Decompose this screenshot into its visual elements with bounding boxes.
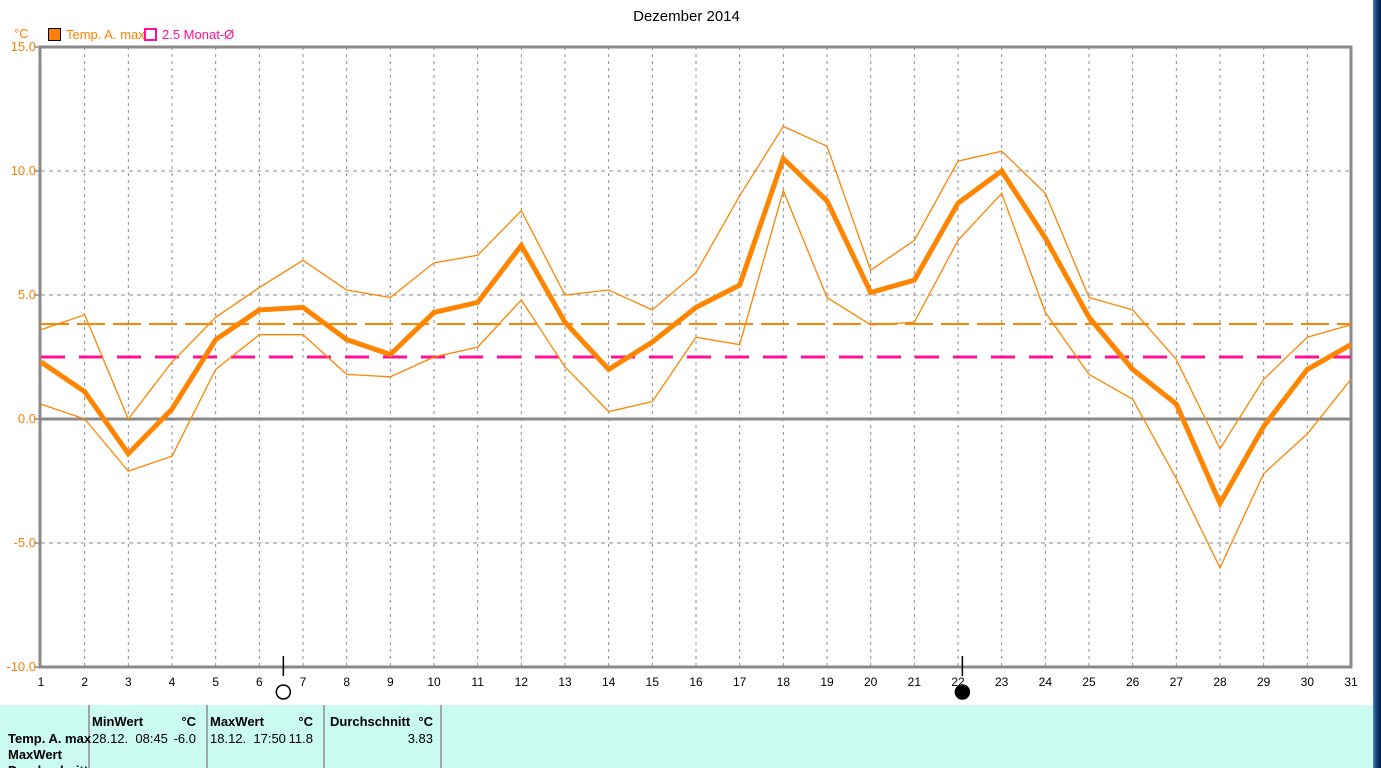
table-separator	[88, 705, 90, 768]
table-separator	[323, 705, 325, 768]
legend-item-temp-a-max: Temp. A. max	[48, 27, 145, 42]
open-square-icon	[144, 28, 157, 41]
col-header-maxwert-unit: °C	[298, 714, 313, 729]
max-value: 11.8	[288, 731, 313, 746]
x-tick-label: 1	[38, 675, 45, 689]
x-tick-label: 16	[689, 675, 703, 689]
x-tick-label: 23	[995, 675, 1009, 689]
y-tick-label: 0.0	[18, 411, 36, 426]
row-label-temp-a-max: Temp. A. max	[8, 731, 92, 746]
y-tick-label: 5.0	[18, 287, 36, 302]
col-header-minwert: MinWert	[92, 714, 144, 729]
x-tick-label: 28	[1213, 675, 1227, 689]
x-tick-label: 14	[602, 675, 616, 689]
x-tick-label: 8	[343, 675, 350, 689]
col-header-durchschnitt: Durchschnitt	[330, 714, 411, 729]
desktop-background-strip	[1373, 0, 1381, 768]
x-tick-label: 24	[1039, 675, 1053, 689]
x-tick-label: 21	[908, 675, 922, 689]
x-tick-label: 25	[1082, 675, 1096, 689]
row-label-durchschnitt: Durchschnitt	[8, 763, 88, 768]
max-datetime: 18.12. 17:50	[210, 731, 286, 746]
x-tick-label: 11	[471, 675, 484, 689]
x-tick-label: 3	[125, 675, 132, 689]
x-tick-label: 27	[1170, 675, 1184, 689]
table-separator	[440, 705, 442, 768]
x-tick-label: 6	[256, 675, 263, 689]
x-tick-label: 12	[515, 675, 529, 689]
new-moon-icon	[954, 684, 971, 700]
col-header-durchschnitt-unit: °C	[418, 714, 433, 729]
y-tick-label: 15.0	[11, 39, 36, 54]
x-tick-label: 13	[558, 675, 572, 689]
x-tick-label: 29	[1257, 675, 1271, 689]
y-tick-label: 10.0	[11, 163, 36, 178]
y-axis-unit-label: °C	[14, 26, 29, 41]
x-tick-label: 20	[864, 675, 878, 689]
series-lower-band	[40, 188, 1352, 570]
legend-label: 2.5 Monat-Ø	[162, 27, 235, 42]
x-tick-label: 30	[1301, 675, 1315, 689]
chart-title: Dezember 2014	[633, 8, 740, 25]
min-value: -6.0	[173, 731, 196, 746]
x-tick-label: 10	[427, 675, 441, 689]
filled-square-icon	[48, 28, 61, 41]
legend-item-monat-avg: 2.5 Monat-Ø	[144, 27, 234, 42]
x-tick-label: 4	[169, 675, 176, 689]
x-tick-label: 7	[300, 675, 307, 689]
temperature-chart: 15.010.05.00.0-5.0-10.01 2 3 4 5 6 7 8 9 10 11 12 13…	[6, 39, 1358, 700]
full-moon-icon	[275, 684, 292, 700]
table-separator	[206, 705, 208, 768]
y-tick-label: -5.0	[14, 535, 36, 550]
x-tick-label: 9	[387, 675, 394, 689]
x-tick-label: 18	[777, 675, 791, 689]
x-tick-label: 26	[1126, 675, 1140, 689]
x-tick-label: 15	[646, 675, 660, 689]
legend-label: Temp. A. max	[66, 27, 145, 42]
series-upper-band	[40, 125, 1352, 451]
x-tick-label: 19	[820, 675, 834, 689]
col-header-minwert-unit: °C	[181, 714, 196, 729]
x-tick-label: 31	[1344, 675, 1358, 689]
y-tick-label: -10.0	[6, 659, 36, 674]
min-datetime: 28.12. 08:45	[92, 731, 168, 746]
x-tick-label: 2	[81, 675, 88, 689]
col-header-maxwert: MaxWert	[210, 714, 264, 729]
statistics-table: MinWert °C MaxWert °C Durchschnitt °C Te…	[0, 705, 1373, 768]
x-tick-label: 17	[733, 675, 747, 689]
x-tick-label: 5	[212, 675, 219, 689]
series-mean	[39, 154, 1353, 509]
avg-value: 3.83	[407, 731, 433, 746]
row-label-maxwert: MaxWert	[8, 747, 62, 762]
